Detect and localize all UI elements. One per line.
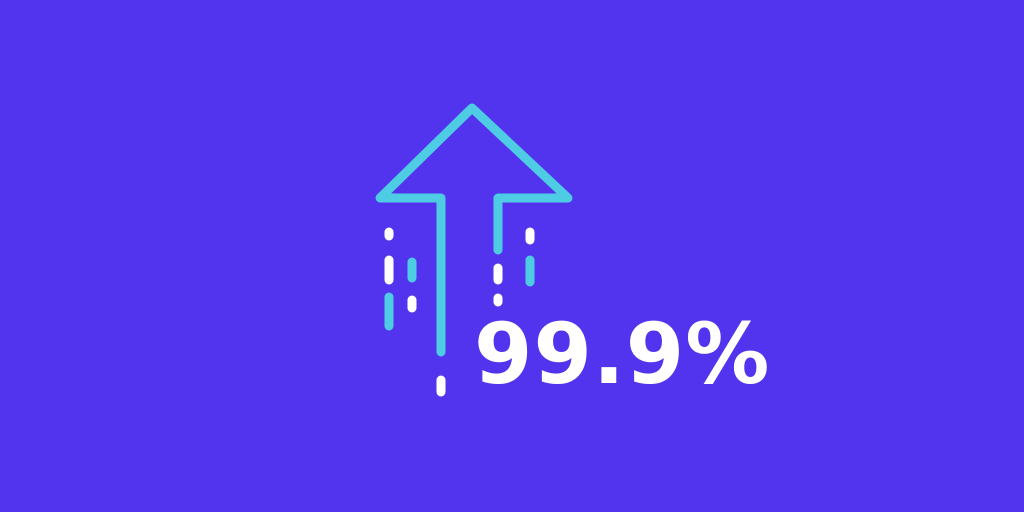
- uptime-percentage: 99.9%: [474, 305, 771, 403]
- uptime-arrow-icon: [375, 103, 573, 357]
- motion-trail-right: [493, 227, 535, 307]
- motion-trail-left: [384, 227, 417, 331]
